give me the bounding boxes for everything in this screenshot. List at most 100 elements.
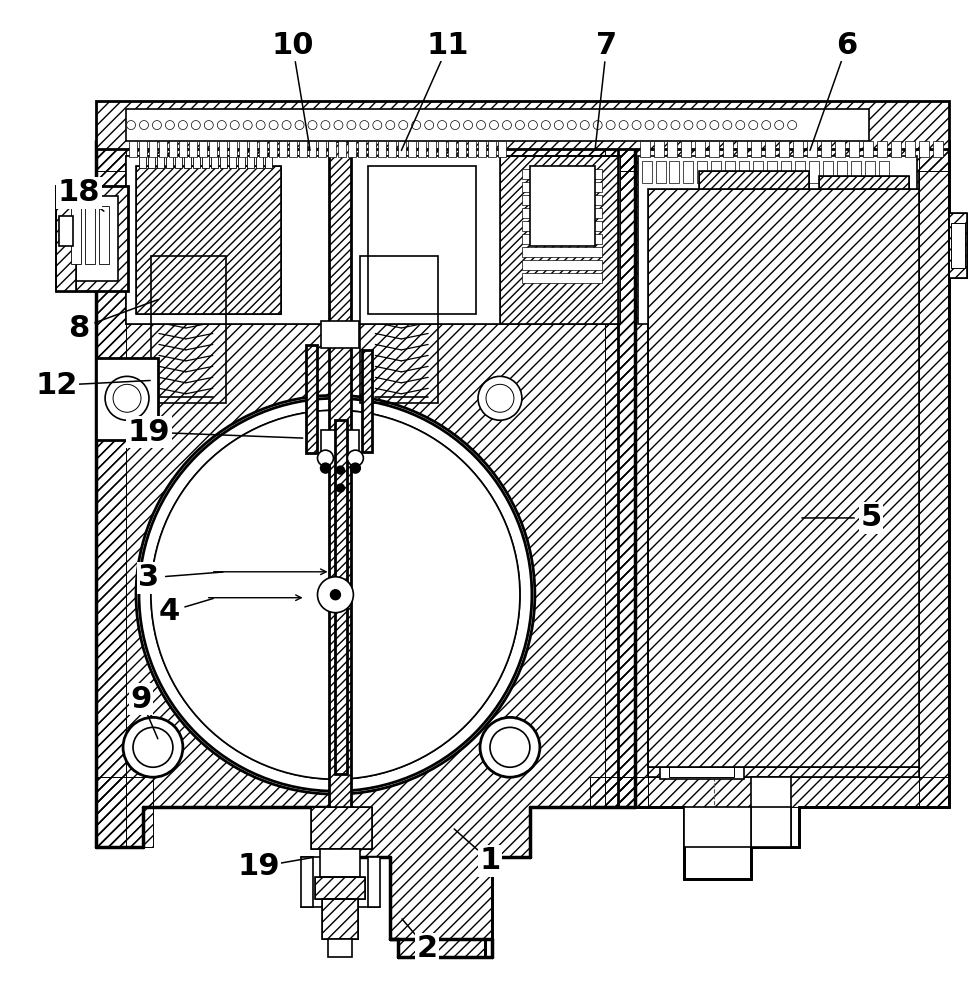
Bar [96,101,949,149]
Circle shape [191,121,200,130]
Bar [522,260,602,270]
Bar [211,156,218,168]
Bar [684,807,752,847]
Text: 18: 18 [58,178,100,207]
Bar [683,161,694,183]
Bar [126,156,619,324]
Bar [166,156,172,168]
Bar [157,156,164,168]
Bar [311,807,372,849]
Bar [174,156,182,168]
Circle shape [424,121,434,130]
Bar [808,141,817,157]
Circle shape [330,590,340,600]
Text: 5: 5 [860,503,882,532]
Bar [349,141,357,157]
Circle shape [528,121,537,130]
Bar [96,358,158,440]
Circle shape [775,121,784,130]
Bar [696,141,706,157]
Bar [388,141,396,157]
Bar [328,939,353,957]
Text: 2: 2 [416,934,438,963]
Bar [737,141,748,157]
Circle shape [136,395,535,794]
Bar [139,156,146,168]
Bar [905,141,914,157]
Bar [638,156,916,324]
Bar [660,221,907,739]
Bar [891,141,901,157]
Text: 19: 19 [127,418,171,447]
Circle shape [478,376,522,420]
Bar [428,141,436,157]
Bar [642,161,652,183]
Bar [522,247,602,257]
Bar [919,141,949,807]
Bar [72,206,81,264]
Bar [259,141,267,157]
Bar [288,141,297,157]
Bar [96,141,635,171]
Bar [949,213,966,278]
Polygon shape [96,141,635,957]
Bar [56,186,128,291]
Circle shape [490,727,530,767]
Bar [189,141,197,157]
Bar [851,161,861,183]
Circle shape [230,121,239,130]
Bar [301,857,313,907]
Circle shape [645,121,654,130]
Bar [368,857,380,907]
Circle shape [464,121,472,130]
Circle shape [113,384,141,412]
Bar [126,109,869,141]
Bar [654,141,663,157]
Bar [139,141,147,157]
Bar [739,161,750,183]
Circle shape [476,121,485,130]
Bar [361,256,438,403]
Circle shape [657,291,672,307]
Bar [149,141,157,157]
Bar [96,141,126,847]
Bar [656,161,665,183]
Text: 12: 12 [35,371,77,400]
Bar [617,141,648,807]
Circle shape [593,121,602,130]
Circle shape [151,410,520,779]
Bar [933,141,943,157]
Bar [793,141,803,157]
Bar [648,189,919,767]
Circle shape [821,291,837,307]
Circle shape [607,121,615,130]
Circle shape [105,376,149,420]
Text: 7: 7 [596,31,617,60]
Circle shape [567,121,576,130]
Bar [96,777,153,847]
Bar [316,877,366,899]
Bar [468,141,476,157]
Bar [228,156,236,168]
Circle shape [308,121,317,130]
Circle shape [347,450,364,466]
Bar [823,161,833,183]
Circle shape [372,121,382,130]
Bar [148,156,155,168]
Bar [256,156,263,168]
Bar [648,171,919,777]
Circle shape [151,410,520,779]
Bar [56,186,76,291]
Circle shape [658,121,667,130]
Circle shape [480,717,540,777]
Bar [752,777,791,847]
Bar [169,141,177,157]
Text: 11: 11 [427,31,469,60]
Bar [247,156,254,168]
Bar [338,141,346,157]
Circle shape [318,450,333,466]
Bar [648,171,919,777]
Bar [752,141,761,157]
Bar [698,161,708,183]
Bar [378,141,386,157]
